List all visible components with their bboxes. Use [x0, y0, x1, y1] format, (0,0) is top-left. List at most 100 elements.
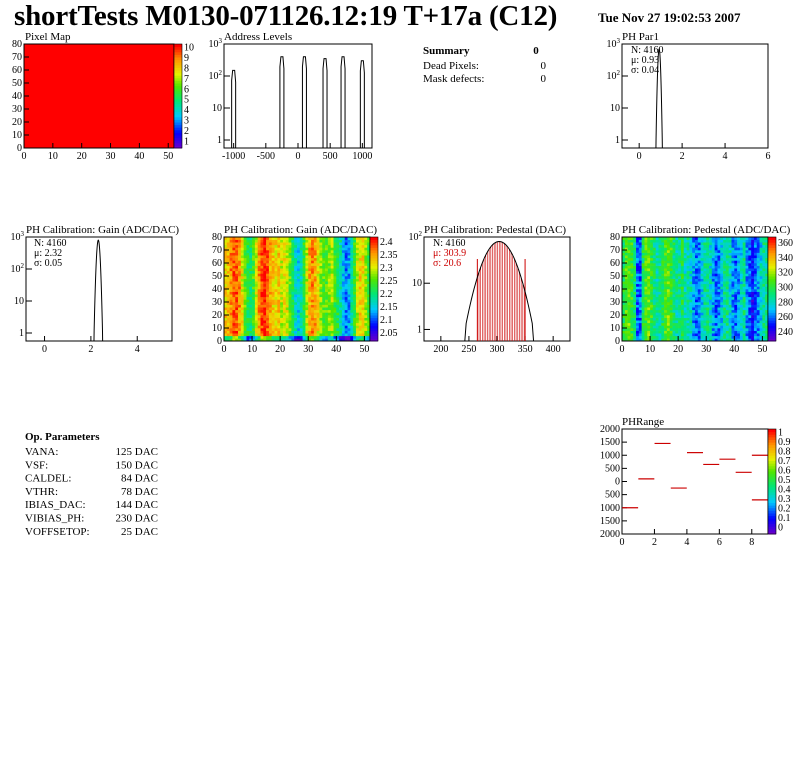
address-levels-ytick: 103: [209, 37, 223, 50]
ph-range-ztick: 0.9: [778, 437, 791, 448]
ph-range-ztick: 0.6: [778, 465, 791, 476]
ph-range-frame: [621, 428, 769, 535]
ph-gain-map-ztick: 2.25: [380, 276, 398, 287]
op-param-label: VANA:: [25, 446, 58, 458]
ph-gain-map-ytick: 10: [212, 323, 222, 334]
ph-gain-dist-ytick: 1: [19, 328, 24, 339]
ph-pedestal-map-ytick: 60: [610, 258, 620, 269]
ph-pedestal-dist-ytick: 10: [412, 278, 422, 289]
ph-pedestal-map-xtick: 40: [729, 344, 739, 355]
ph-par1-ytick: 1: [615, 135, 620, 146]
page-title: shortTests M0130-071126.12:19 T+17a (C12…: [14, 0, 558, 32]
ph-gain-map-xtick: 0: [222, 344, 227, 355]
ph-pedestal-dist-ytick: 1: [417, 324, 422, 335]
pixel-map-title: Pixel Map: [25, 31, 71, 43]
pixel-map-fill: [24, 44, 174, 148]
ph-gain-map-ztick: 2.35: [380, 250, 398, 261]
ph-pedestal-map-ytick: 40: [610, 284, 620, 295]
address-levels-xtick: 500: [323, 151, 338, 162]
ph-gain-map-ztick: 2.3: [380, 263, 393, 274]
ph-range-xtick: 4: [684, 537, 689, 548]
address-levels-ytick: 102: [209, 69, 223, 82]
pixel-map-ztick: 8: [184, 64, 189, 75]
ph-pedestal-dist-xtick: 400: [546, 344, 561, 355]
ph-gain-dist-frame: [25, 236, 173, 342]
summary-row-label: Dead Pixels:: [423, 60, 479, 72]
ph-pedestal-map-ytick: 20: [610, 310, 620, 321]
pixel-map-ztick: 2: [184, 126, 189, 137]
ph-range-ztick: 0.5: [778, 475, 791, 486]
ph-par1-histogram: [655, 48, 663, 149]
ph-pedestal-band: [477, 241, 525, 341]
ph-par1-stat: σ: 0.04: [631, 65, 659, 76]
ph-range-ytick: 500: [605, 463, 620, 474]
ph-range-ztick: 0: [778, 523, 783, 534]
pixel-map-xtick: 50: [163, 151, 173, 162]
ph-range-ytick: 1500: [600, 437, 620, 448]
ph-gain-map-xtick: 10: [247, 344, 257, 355]
ph-par1-stat: N: 4160: [631, 45, 664, 56]
ph-gain-map-xtick: 20: [275, 344, 285, 355]
ph-pedestal-dist-histogram: [452, 240, 546, 342]
ph-gain-map-ztick: 2.1: [380, 315, 393, 326]
ph-gain-map-ytick: 70: [212, 245, 222, 256]
ph-gain-dist-stat: σ: 0.05: [34, 258, 62, 269]
op-parameters-title: Op. Parameters: [25, 431, 100, 443]
op-param-label: IBIAS_DAC:: [25, 499, 86, 511]
ph-pedestal-map-ztick: 300: [778, 283, 793, 294]
address-levels-title: Address Levels: [224, 31, 292, 43]
ph-pedestal-map-ytick: 30: [610, 297, 620, 308]
ph-range-xtick: 2: [652, 537, 657, 548]
ph-pedestal-map-ztick: 280: [778, 297, 793, 308]
address-levels-peak: [322, 58, 328, 148]
ph-range-ztick: 0.1: [778, 513, 791, 524]
pixel-map-ytick: 0: [17, 143, 22, 154]
ph-pedestal-map-xtick: 30: [701, 344, 711, 355]
ph-par1-xtick: 6: [766, 151, 771, 162]
summary-row-value: 0: [541, 73, 547, 85]
ph-par1-xtick: 4: [723, 151, 728, 162]
ph-gain-map-title: PH Calibration: Gain (ADC/DAC): [224, 224, 377, 236]
ph-gain-map-ytick: 50: [212, 271, 222, 282]
ph-range-ytick: 1500: [600, 516, 620, 527]
pixel-map-ztick: 7: [184, 74, 189, 85]
ph-par1-ytick: 10: [610, 103, 620, 114]
op-param-value: 78 DAC: [121, 486, 158, 498]
ph-range-ytick: 1000: [600, 450, 620, 461]
pixel-map-xtick: 30: [106, 151, 116, 162]
ph-pedestal-map-ytick: 10: [610, 323, 620, 334]
ph-gain-map-cells: [224, 237, 371, 342]
ph-pedestal-map-ytick: 80: [610, 232, 620, 243]
ph-gain-map-xtick: 30: [303, 344, 313, 355]
op-param-value: 144 DAC: [116, 499, 158, 511]
address-levels-xtick: -500: [257, 151, 275, 162]
ph-pedestal-map-cells: [622, 237, 769, 342]
ph-gain-dist-xtick: 2: [88, 344, 93, 355]
pixel-map-xtick: 40: [134, 151, 144, 162]
ph-pedestal-map-ytick: 50: [610, 271, 620, 282]
summary-row-label: Mask defects:: [423, 73, 484, 85]
ph-pedestal-dist-title: PH Calibration: Pedestal (DAC): [424, 224, 566, 236]
ph-par1-stat: μ: 0.93: [631, 55, 659, 66]
ph-gain-map-ytick: 30: [212, 297, 222, 308]
ph-range-xtick: 0: [620, 537, 625, 548]
pixel-map-xtick: 10: [48, 151, 58, 162]
ph-par1-ytick: 103: [607, 37, 621, 50]
ph-gain-dist-ytick: 10: [14, 296, 24, 307]
ph-gain-dist-stat: N: 4160: [34, 238, 67, 249]
ph-gain-dist-xtick: 4: [135, 344, 140, 355]
ph-pedestal-dist-stat: N: 4160: [433, 238, 466, 249]
ph-gain-map-ytick: 80: [212, 232, 222, 243]
summary-value: 0: [533, 45, 539, 57]
summary-label: Summary: [423, 45, 470, 57]
pixel-map-ztick: 1: [184, 136, 189, 147]
op-param-value: 25 DAC: [121, 526, 158, 538]
pixel-map-ytick: 70: [12, 52, 22, 63]
pixel-map-ytick: 80: [12, 39, 22, 50]
address-levels-peak: [231, 69, 237, 148]
op-param-label: VTHR:: [25, 486, 58, 498]
ph-pedestal-map-xtick: 10: [645, 344, 655, 355]
pixel-map-ytick: 20: [12, 117, 22, 128]
ph-pedestal-map-title: PH Calibration: Pedestal (ADC/DAC): [622, 224, 791, 236]
ph-pedestal-map-ytick: 70: [610, 245, 620, 256]
